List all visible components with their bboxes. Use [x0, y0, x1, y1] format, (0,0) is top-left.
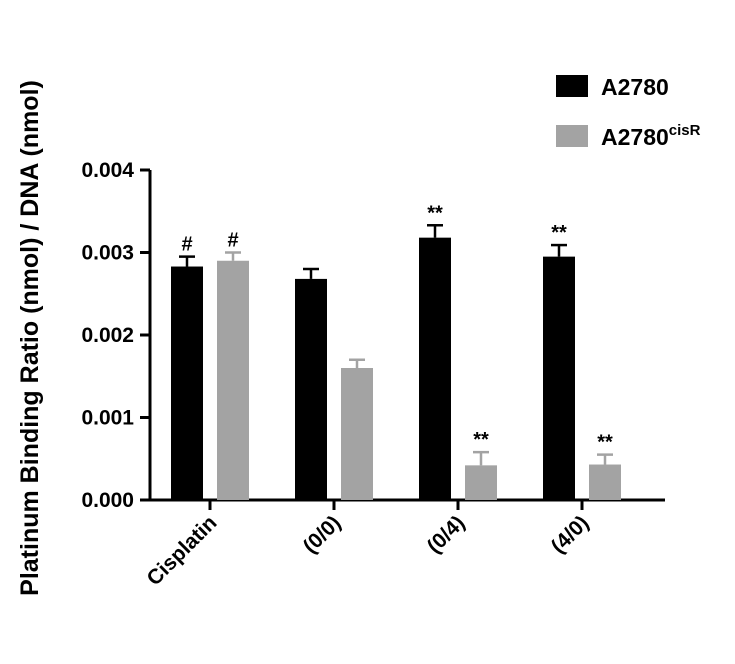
plot-area: 0.000 0.001 0.002 0.003 0.004 # # Cisplatin (0/0…: [81, 159, 665, 590]
x-tick-label: (4/0): [547, 511, 594, 558]
bar: [171, 266, 203, 500]
y-tick-label: 0.001: [81, 407, 134, 430]
y-tick-label: 0.000: [81, 489, 134, 512]
legend-swatch: [556, 75, 588, 97]
significance-marker: **: [597, 432, 613, 454]
significance-marker: **: [473, 429, 489, 451]
bar: [217, 260, 249, 500]
legend-swatch: [556, 125, 588, 147]
significance-marker: #: [227, 230, 238, 252]
y-axis-title: Platinum Binding Ratio (nmol) / DNA (nmo…: [16, 80, 44, 596]
legend-label: A2780: [601, 74, 669, 100]
bar: [465, 465, 497, 500]
y-axis-title-group: Platinum Binding Ratio (nmol) / DNA (nmo…: [16, 80, 44, 596]
y-tick-label: 0.003: [81, 242, 134, 265]
significance-marker: **: [427, 202, 443, 224]
legend-label: A2780cisR: [601, 122, 701, 150]
y-tick-label: 0.002: [81, 324, 134, 347]
bar: [419, 237, 451, 500]
bar: [295, 278, 327, 500]
x-tick-label: (0/4): [423, 511, 470, 558]
significance-marker: #: [181, 234, 192, 256]
x-tick-label: Cisplatin: [143, 511, 222, 590]
bar: [589, 464, 621, 500]
y-tick-label: 0.004: [81, 159, 134, 182]
bar: [341, 368, 373, 500]
x-tick-label: (0/0): [299, 511, 346, 558]
significance-marker: **: [551, 222, 567, 244]
legend: A2780 A2780cisR: [556, 74, 701, 150]
bar: [543, 256, 575, 500]
legend-label-superscript: cisR: [669, 122, 701, 139]
